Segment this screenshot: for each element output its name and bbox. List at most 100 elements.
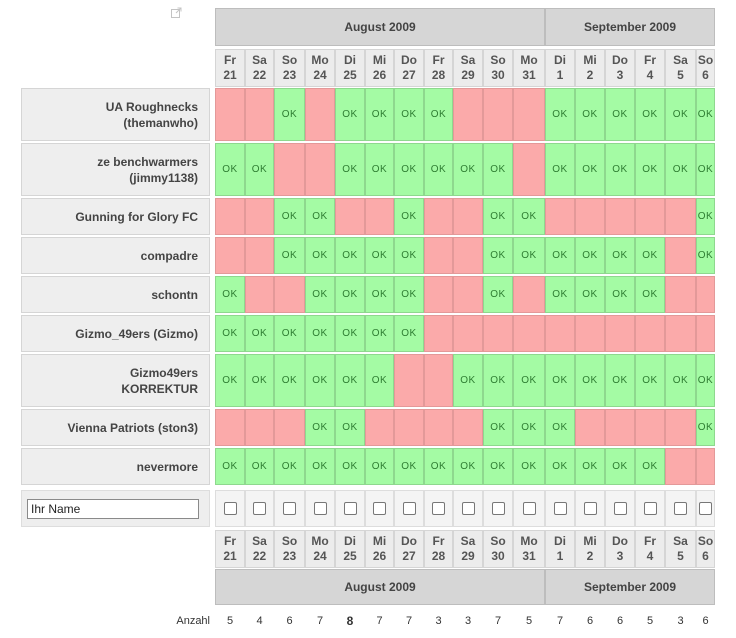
day-number-label: 26 — [372, 68, 387, 82]
availability-checkbox[interactable] — [674, 502, 687, 515]
availability-cell-no — [575, 198, 605, 235]
checkbox-cell[interactable] — [274, 490, 305, 527]
checkbox-cell[interactable] — [665, 490, 696, 527]
participant-row: UA Roughnecks (themanwho) OK OK OK OK OK OK OK OK… — [21, 88, 715, 141]
availability-checkbox[interactable] — [491, 502, 505, 515]
checkbox-cell[interactable] — [635, 490, 665, 527]
availability-cell-yes: OK — [575, 276, 605, 313]
checkbox-cell[interactable] — [605, 490, 635, 527]
availability-cell-yes: OK — [424, 143, 453, 196]
availability-cell-yes: OK — [575, 354, 605, 407]
availability-cell-yes: OK — [215, 143, 245, 196]
availability-cell-yes: OK — [245, 448, 274, 485]
participant-name: UA Roughnecks (themanwho) — [21, 88, 210, 141]
availability-checkbox[interactable] — [253, 502, 266, 515]
date-header-cell: Mo 24 — [305, 530, 335, 568]
availability-cell-yes: OK — [575, 448, 605, 485]
availability-checkbox[interactable] — [283, 502, 296, 515]
availability-cell-yes: OK — [696, 354, 715, 407]
availability-cell-no — [665, 237, 696, 274]
participant-name-line: (jimmy1138) — [129, 170, 198, 185]
date-header-cell: Mo 31 — [513, 49, 545, 87]
availability-cell-yes: OK — [335, 315, 365, 352]
checkbox-cell[interactable] — [394, 490, 424, 527]
availability-checkbox[interactable] — [461, 502, 475, 515]
checkbox-cell[interactable] — [365, 490, 394, 527]
availability-checkbox[interactable] — [613, 502, 627, 515]
availability-cell-yes: OK — [513, 198, 545, 235]
participant-name-lines: Vienna Patriots (ston3) — [68, 420, 198, 436]
participant-name-lines: Gunning for Glory FC — [75, 209, 198, 225]
availability-checkbox[interactable] — [643, 502, 657, 515]
availability-checkbox[interactable] — [432, 502, 445, 515]
availability-checkbox[interactable] — [522, 502, 536, 515]
checkbox-cell[interactable] — [575, 490, 605, 527]
day-number-label: 25 — [343, 68, 357, 82]
availability-checkbox[interactable] — [313, 502, 327, 515]
availability-cell-yes: OK — [215, 448, 245, 485]
weekday-label: Mi — [372, 534, 387, 548]
weekday-label: So — [697, 53, 714, 67]
availability-cell-yes: OK — [424, 448, 453, 485]
availability-cell-yes: OK — [245, 354, 274, 407]
availability-cell-no — [424, 409, 453, 446]
availability-cell-yes: OK — [365, 315, 394, 352]
checkbox-cell[interactable] — [483, 490, 513, 527]
day-number-label: 2 — [586, 68, 594, 82]
checkbox-cell[interactable] — [424, 490, 453, 527]
name-input-container — [21, 490, 210, 527]
availability-cell-no — [453, 276, 483, 313]
checkbox-cell[interactable] — [215, 490, 245, 527]
date-header-cell: Sa 29 — [453, 530, 483, 568]
availability-checkbox[interactable] — [402, 502, 416, 515]
day-total-count: 4 — [256, 615, 263, 627]
weekday-label: So — [490, 53, 506, 67]
date-header-cell: Sa 29 — [453, 49, 483, 87]
availability-cell-no — [453, 198, 483, 235]
availability-cell-yes: OK — [575, 143, 605, 196]
date-header-cell: Sa 5 — [665, 49, 696, 87]
name-input[interactable] — [27, 498, 199, 519]
availability-checkbox[interactable] — [553, 502, 567, 515]
availability-checkbox[interactable] — [373, 502, 386, 515]
checkbox-cell[interactable] — [696, 490, 715, 527]
day-number-label: 26 — [372, 549, 387, 563]
availability-cell-yes: OK — [394, 237, 424, 274]
weekday-label: Sa — [252, 534, 267, 548]
availability-cell-no — [274, 143, 305, 196]
availability-cell-yes: OK — [605, 143, 635, 196]
availability-cell-yes: OK — [513, 354, 545, 407]
day-total-count: 7 — [316, 615, 324, 627]
availability-checkbox[interactable] — [343, 502, 357, 515]
availability-checkbox[interactable] — [699, 502, 712, 515]
availability-cell-yes: OK — [274, 237, 305, 274]
availability-cell-no — [453, 237, 483, 274]
availability-cell-no — [245, 88, 274, 141]
external-link-icon[interactable] — [171, 7, 182, 18]
checkbox-cell[interactable] — [453, 490, 483, 527]
day-total-count: 8 — [346, 614, 354, 628]
checkbox-cell[interactable] — [305, 490, 335, 527]
day-total-count: 5 — [525, 615, 533, 627]
weekday-label: So — [490, 534, 506, 548]
availability-cell-yes: OK — [635, 88, 665, 141]
availability-checkbox[interactable] — [583, 502, 597, 515]
checkbox-cell[interactable] — [335, 490, 365, 527]
availability-cell-yes: OK — [483, 276, 513, 313]
month-header: August 2009 — [215, 8, 545, 46]
checkbox-cell[interactable] — [513, 490, 545, 527]
participant-name: Gizmo_49ers (Gizmo) — [21, 315, 210, 352]
availability-cell-yes: OK — [365, 237, 394, 274]
availability-checkbox[interactable] — [223, 502, 237, 515]
availability-cell-yes: OK — [274, 198, 305, 235]
availability-cell-yes: OK — [305, 448, 335, 485]
checkbox-cell[interactable] — [545, 490, 575, 527]
participant-name: ze benchwarmers (jimmy1138) — [21, 143, 210, 196]
checkbox-cell[interactable] — [245, 490, 274, 527]
date-header-cell: Di 25 — [335, 49, 365, 87]
day-total-count: 5 — [646, 615, 654, 627]
participant-name: nevermore — [21, 448, 210, 485]
availability-cell-yes: OK — [365, 354, 394, 407]
day-number-label: 28 — [431, 68, 446, 82]
day-total-count: 3 — [435, 615, 442, 627]
